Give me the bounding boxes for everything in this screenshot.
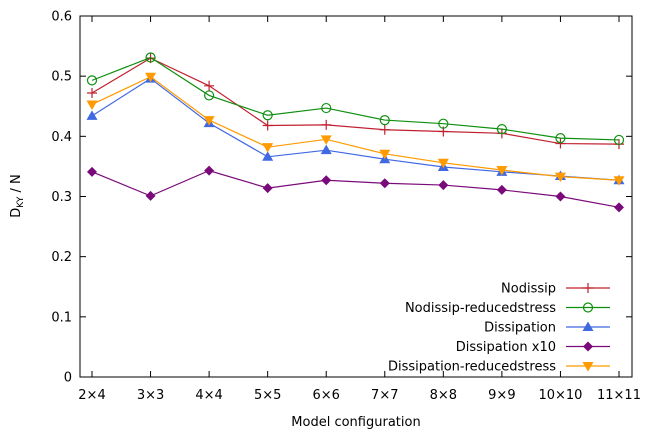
legend-marker (582, 362, 594, 372)
data-point (145, 190, 156, 201)
data-point (87, 88, 97, 99)
data-point (145, 72, 157, 83)
data-point (437, 158, 449, 169)
series-line-nodissip (91, 57, 620, 145)
legend-label: Nodissip (501, 282, 556, 297)
legend-marker (582, 302, 594, 313)
data-point (379, 124, 390, 135)
x-tick-label: 9×9 (488, 388, 515, 403)
y-tick-label: 0 (64, 371, 72, 386)
data-point (554, 172, 566, 183)
legend: Nodissip Nodissip-reducedstress Dissipatio… (388, 282, 610, 375)
data-point (614, 202, 624, 213)
data-point (496, 184, 507, 195)
data-point (321, 119, 332, 130)
data-point (262, 143, 274, 153)
data-point (496, 124, 507, 135)
series-layer (86, 52, 625, 213)
data-point (555, 133, 566, 144)
x-axis-title: Model configuration (291, 415, 420, 430)
data-point (379, 178, 390, 189)
y-tick-label: 0.1 (51, 310, 72, 325)
data-point (87, 166, 97, 177)
y-axis-title-main: D (9, 208, 24, 218)
data-point (262, 120, 273, 131)
data-point (321, 102, 332, 114)
data-point (262, 183, 273, 194)
series-line-dissipation-reducedstress (91, 76, 620, 181)
data-point (204, 90, 215, 101)
data-point (320, 144, 332, 155)
y-tick-label: 0.5 (51, 70, 72, 85)
data-point (379, 149, 391, 160)
y-axis-title: DKY / N (9, 174, 26, 217)
series-dissipation-reducedstress (86, 72, 625, 186)
data-point (145, 52, 156, 63)
data-point (613, 134, 625, 146)
data-point (86, 75, 98, 86)
data-point (204, 165, 215, 176)
y-axis-title-sub: KY (16, 196, 26, 208)
legend-label: Dissipation-reducedstress (388, 360, 556, 375)
legend-marker (582, 321, 594, 331)
data-point (496, 166, 508, 176)
data-point (438, 118, 449, 129)
series-line-dissipation-x10 (91, 169, 620, 208)
data-point (321, 175, 332, 186)
series-nodissip (87, 53, 624, 150)
data-point (320, 135, 332, 145)
y-tick-label: 0.3 (51, 190, 72, 205)
x-tick-label: 11×11 (597, 388, 641, 403)
data-point (262, 110, 273, 121)
series-dissipation-x10 (87, 165, 624, 213)
legend-label: Dissipation x10 (456, 340, 556, 355)
data-point (262, 151, 274, 161)
data-point (613, 176, 625, 186)
x-tick-label: 4×4 (195, 388, 222, 403)
data-point (203, 116, 215, 126)
data-point (555, 138, 566, 149)
x-tick-label: 6×6 (313, 388, 340, 403)
x-tick-label: 3×3 (137, 388, 164, 403)
x-tick-label: 8×8 (430, 388, 457, 403)
series-line-nodissip-reducedstress (91, 56, 620, 141)
data-point (86, 110, 98, 120)
axis-ticks: 0 0.1 0.2 0.3 0.4 0.5 0.6 2×4 3×3 4×4 5×5 6×6 7×7 8×8… (51, 10, 641, 404)
data-point (555, 191, 566, 202)
legend-label: Nodissip-reducedstress (405, 301, 556, 316)
x-tick-label: 2×4 (78, 388, 105, 403)
series-line-dissipation (91, 77, 620, 181)
data-point (204, 80, 215, 91)
data-point (86, 100, 98, 110)
x-tick-label: 10×10 (538, 388, 582, 403)
legend-label: Dissipation (484, 321, 556, 336)
series-nodissip-reducedstress (86, 52, 625, 146)
data-point (379, 114, 390, 126)
legend-marker (583, 341, 593, 352)
data-point (438, 180, 449, 191)
legend-marker (583, 283, 593, 293)
x-tick-label: 5×5 (254, 388, 281, 403)
y-tick-label: 0.2 (51, 250, 72, 265)
y-tick-label: 0.4 (51, 130, 72, 145)
y-tick-label: 0.6 (51, 10, 72, 25)
x-tick-label: 7×7 (371, 388, 398, 403)
y-axis-title-tail: / N (9, 174, 24, 196)
